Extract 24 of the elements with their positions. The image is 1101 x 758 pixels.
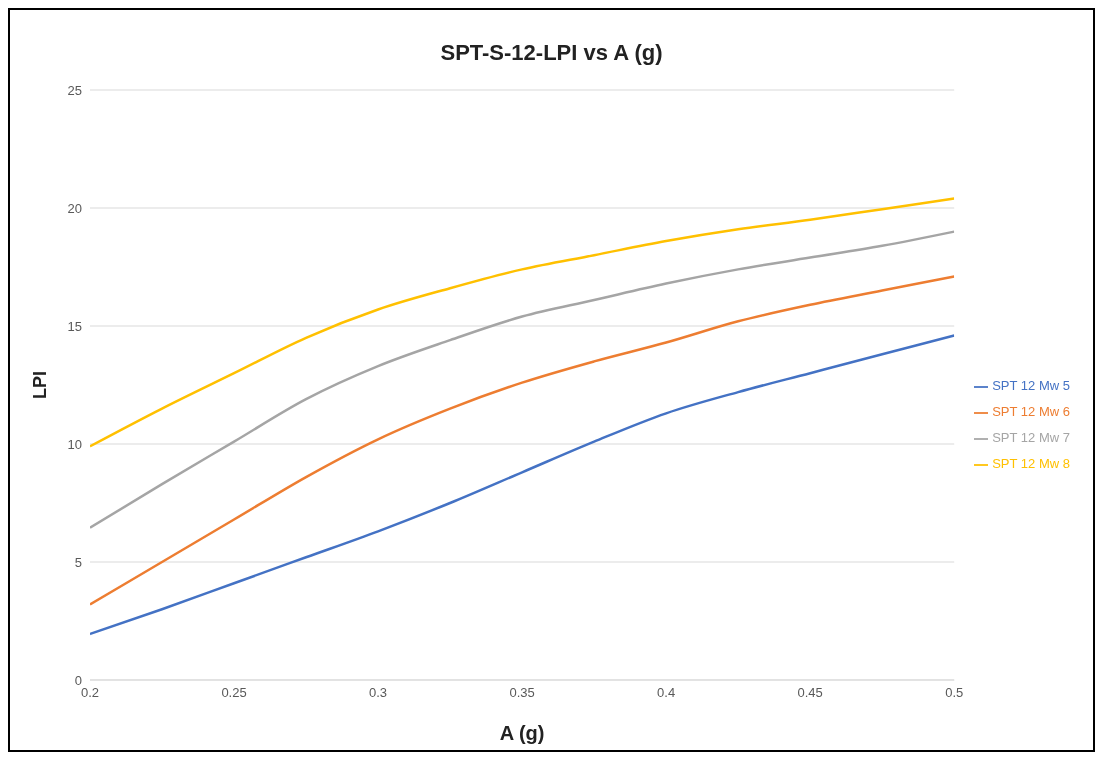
y-tick-label: 20 xyxy=(67,200,82,216)
legend-label: SPT 12 Mw 6 xyxy=(992,404,1070,419)
x-tick-label: 0.45 xyxy=(797,685,823,701)
x-tick-label: 0.4 xyxy=(657,685,676,701)
y-tick-label: 5 xyxy=(74,554,82,570)
y-tick-label: 0 xyxy=(74,672,82,688)
x-axis-title: A (g) xyxy=(499,722,545,744)
y-tick-label: 15 xyxy=(67,318,82,334)
line-series xyxy=(90,197,955,448)
x-tick-label: 0.3 xyxy=(369,685,388,701)
y-tick-label: 25 xyxy=(67,82,82,98)
legend-label: SPT 12 Mw 5 xyxy=(992,378,1070,393)
line-series xyxy=(90,275,955,606)
chart-title: SPT-S-12-LPI vs A (g) xyxy=(439,39,664,67)
x-tick-label: 0.25 xyxy=(221,685,247,701)
x-tick-label: 0.2 xyxy=(80,685,100,701)
legend-label: SPT 12 Mw 8 xyxy=(992,456,1070,471)
line-series xyxy=(90,334,955,636)
x-tick-label: 0.35 xyxy=(509,685,535,701)
x-tick-label: 0.5 xyxy=(945,685,964,701)
y-axis-title: LPI xyxy=(30,370,51,400)
line-series xyxy=(90,230,955,530)
legend-label: SPT 12 Mw 7 xyxy=(992,430,1070,445)
y-tick-label: 10 xyxy=(67,436,82,452)
